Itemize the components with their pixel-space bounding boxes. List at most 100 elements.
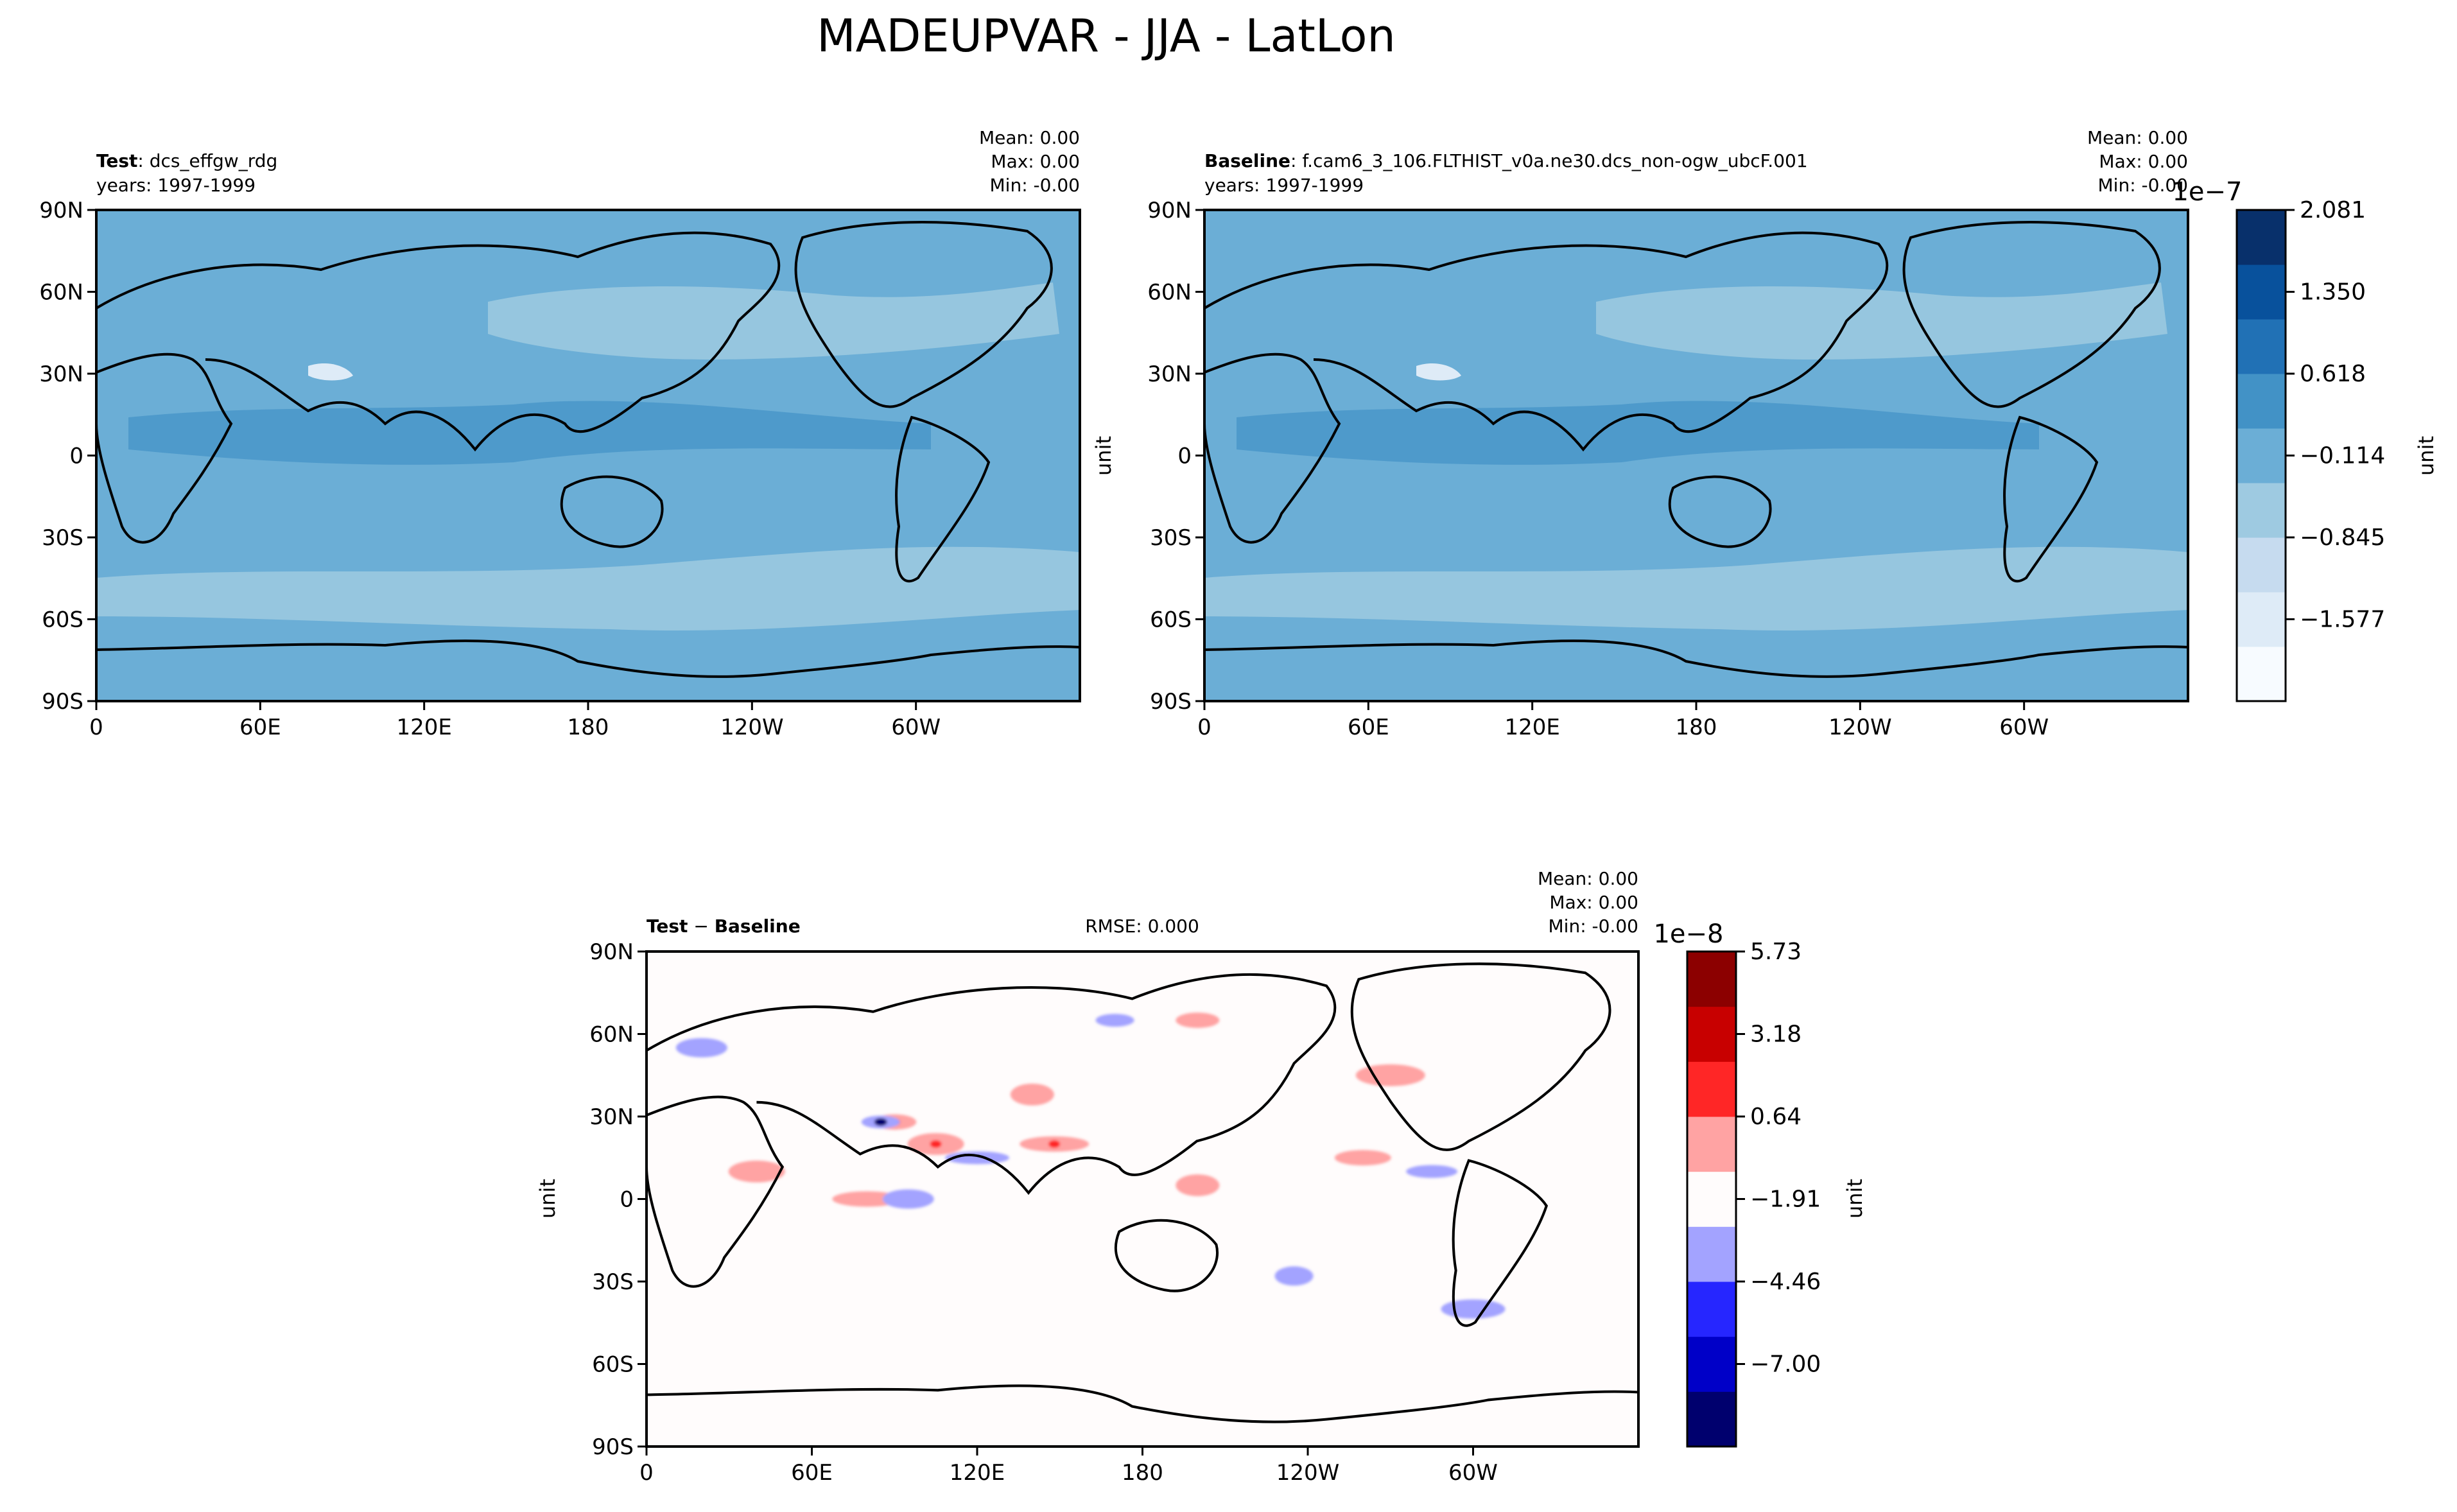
baseline-max-label: Max:	[2099, 151, 2142, 172]
x-tick-label: 60E	[1348, 715, 1389, 740]
colorbar-tick-label: −0.845	[2300, 525, 2385, 551]
colorbar-level-box	[1687, 1171, 1736, 1227]
colorbar-level-box	[1687, 1006, 1736, 1062]
x-tick-label: 180	[1122, 1460, 1163, 1486]
colorbar-level-box	[2237, 374, 2286, 429]
colorbar-level-box	[2237, 265, 2286, 320]
baseline-max-line: Max: 0.00	[2099, 151, 2188, 172]
test-feature-npacific-low	[488, 282, 1059, 360]
test-x-ticks: 0 60E 120E 180 120W 60W	[89, 701, 941, 740]
diff-negative-anomaly	[675, 1038, 727, 1057]
test-panel: Test: dcs_effgw_rdg years: 1997-1999 Mea…	[39, 127, 1081, 740]
colorbar-level-box	[1687, 1226, 1736, 1282]
test-min-line: Min: -0.00	[990, 175, 1080, 196]
x-tick-label: 120E	[396, 715, 451, 740]
diff-coast-africa-europe	[647, 1095, 785, 1288]
test-mean-value: 0.00	[1040, 127, 1080, 148]
test-coast-south-america	[895, 415, 991, 583]
colorbar-level-box	[2237, 483, 2286, 538]
baseline-coast-north-america	[1902, 221, 2161, 408]
test-coast-north-america	[794, 221, 1053, 408]
baseline-label-bold: Baseline	[1204, 150, 1290, 171]
diff-map-background	[647, 952, 1638, 1447]
baseline-feature-tropical-high	[1237, 401, 2039, 465]
y-tick-label: 90N	[39, 198, 83, 223]
colorbar-tick-label: 0.64	[1750, 1104, 1802, 1130]
baseline-map	[1204, 210, 2188, 701]
test-max-value: 0.00	[1040, 151, 1080, 172]
baseline-mean-label: Mean:	[2087, 127, 2142, 148]
diff-colorbar: 1e−8 5.73 3.18 0.64 −1.91 −4.46 −7.00 unit	[1653, 919, 1867, 1448]
y-tick-label: 60S	[1150, 607, 1192, 633]
diff-positive-anomaly	[832, 1191, 902, 1207]
main-colorbar: 1e−7 2.081 1.350 0.618 −0.114 −0.845 −1.577 u…	[2172, 177, 2438, 702]
baseline-feature-southern-low	[1204, 546, 2188, 631]
test-feature-tibet-min	[308, 363, 353, 381]
test-mean-label: Mean:	[979, 127, 1034, 148]
test-min-value: -0.00	[1034, 175, 1080, 196]
test-max-label: Max:	[991, 151, 1034, 172]
baseline-max-value: 0.00	[2148, 151, 2188, 172]
test-coast-antarctica	[96, 639, 1080, 678]
colorbar-tick-label: 0.618	[2300, 361, 2366, 387]
y-tick-label: 0	[69, 444, 83, 469]
diff-panel-label: Test − Baseline	[647, 916, 801, 937]
baseline-x-ticks: 0 60E 120E 180 120W 60W	[1197, 701, 2049, 740]
colorbar-level-box	[1687, 1282, 1736, 1337]
diff-positive-anomaly	[1334, 1150, 1391, 1166]
colorbar-tick-label: −7.00	[1750, 1351, 1821, 1378]
baseline-panel: Baseline: f.cam6_3_106.FLTHIST_v0a.ne30.…	[1091, 127, 2189, 740]
diff-y-ticks: 90N 60N 30N 0 30S 60S 90S	[589, 939, 647, 1460]
colorbar-level-box	[2237, 319, 2286, 374]
x-tick-label: 0	[1197, 715, 1211, 740]
diff-positive-anomaly	[1176, 1174, 1220, 1197]
colorbar-tick-label: 5.73	[1750, 939, 1802, 965]
colorbar-tick-label: 2.081	[2300, 197, 2366, 223]
colorbar-tick-label: −0.114	[2300, 443, 2385, 469]
main-colorbar-exponent: 1e−7	[2172, 177, 2242, 207]
x-tick-label: 0	[639, 1460, 654, 1486]
test-coast-africa-europe	[96, 352, 233, 544]
test-coast-asia	[96, 231, 781, 452]
figure-title: MADEUPVAR - JJA - LatLon	[817, 10, 1396, 62]
test-years: years: 1997-1999	[96, 175, 256, 196]
y-tick-label: 60N	[589, 1022, 634, 1048]
diff-max-label: Max:	[1549, 892, 1592, 913]
colorbar-tick-label: −4.46	[1750, 1269, 1821, 1295]
diff-ylabel: unit	[535, 1179, 560, 1219]
x-tick-label: 120W	[1828, 715, 1892, 740]
y-tick-label: 30N	[39, 361, 83, 387]
y-tick-label: 90S	[592, 1434, 634, 1460]
baseline-panel-label: Baseline: f.cam6_3_106.FLTHIST_v0a.ne30.…	[1204, 150, 1808, 171]
baseline-coast-asia	[1204, 231, 1889, 452]
main-colorbar-boxes	[2237, 210, 2286, 702]
diff-positive-anomaly	[728, 1160, 785, 1183]
x-tick-label: 60E	[239, 715, 281, 740]
diff-negative-anomaly	[1441, 1299, 1506, 1319]
diff-negative-anomaly	[1095, 1014, 1134, 1027]
x-tick-label: 180	[1676, 715, 1717, 740]
y-tick-label: 60N	[39, 280, 83, 306]
diff-coast-south-america	[1452, 1159, 1549, 1327]
diff-min-value: -0.00	[1592, 916, 1638, 937]
test-max-line: Max: 0.00	[991, 151, 1080, 172]
colorbar-level-box	[2237, 647, 2286, 702]
x-tick-label: 120W	[1276, 1460, 1340, 1486]
y-tick-label: 60N	[1147, 280, 1192, 306]
colorbar-level-box	[1687, 1336, 1736, 1392]
diff-negative-anomaly	[882, 1189, 934, 1209]
colorbar-level-box	[1687, 952, 1736, 1007]
y-tick-label: 90S	[1150, 689, 1192, 715]
test-coast-australia	[560, 475, 664, 548]
test-label-bold: Test	[96, 150, 137, 171]
y-tick-label: 60S	[592, 1352, 634, 1378]
diff-coast-antarctica	[647, 1384, 1638, 1423]
diff-negative-anomaly	[1274, 1266, 1314, 1286]
diff-positive-anomaly	[1176, 1012, 1220, 1029]
y-tick-label: 30S	[42, 525, 83, 551]
y-tick-label: 30N	[589, 1104, 634, 1130]
baseline-ylabel: unit	[1091, 436, 1116, 476]
x-tick-label: 0	[89, 715, 103, 740]
baseline-coast-africa-europe	[1204, 352, 1341, 544]
diff-mean-value: 0.00	[1599, 868, 1638, 889]
